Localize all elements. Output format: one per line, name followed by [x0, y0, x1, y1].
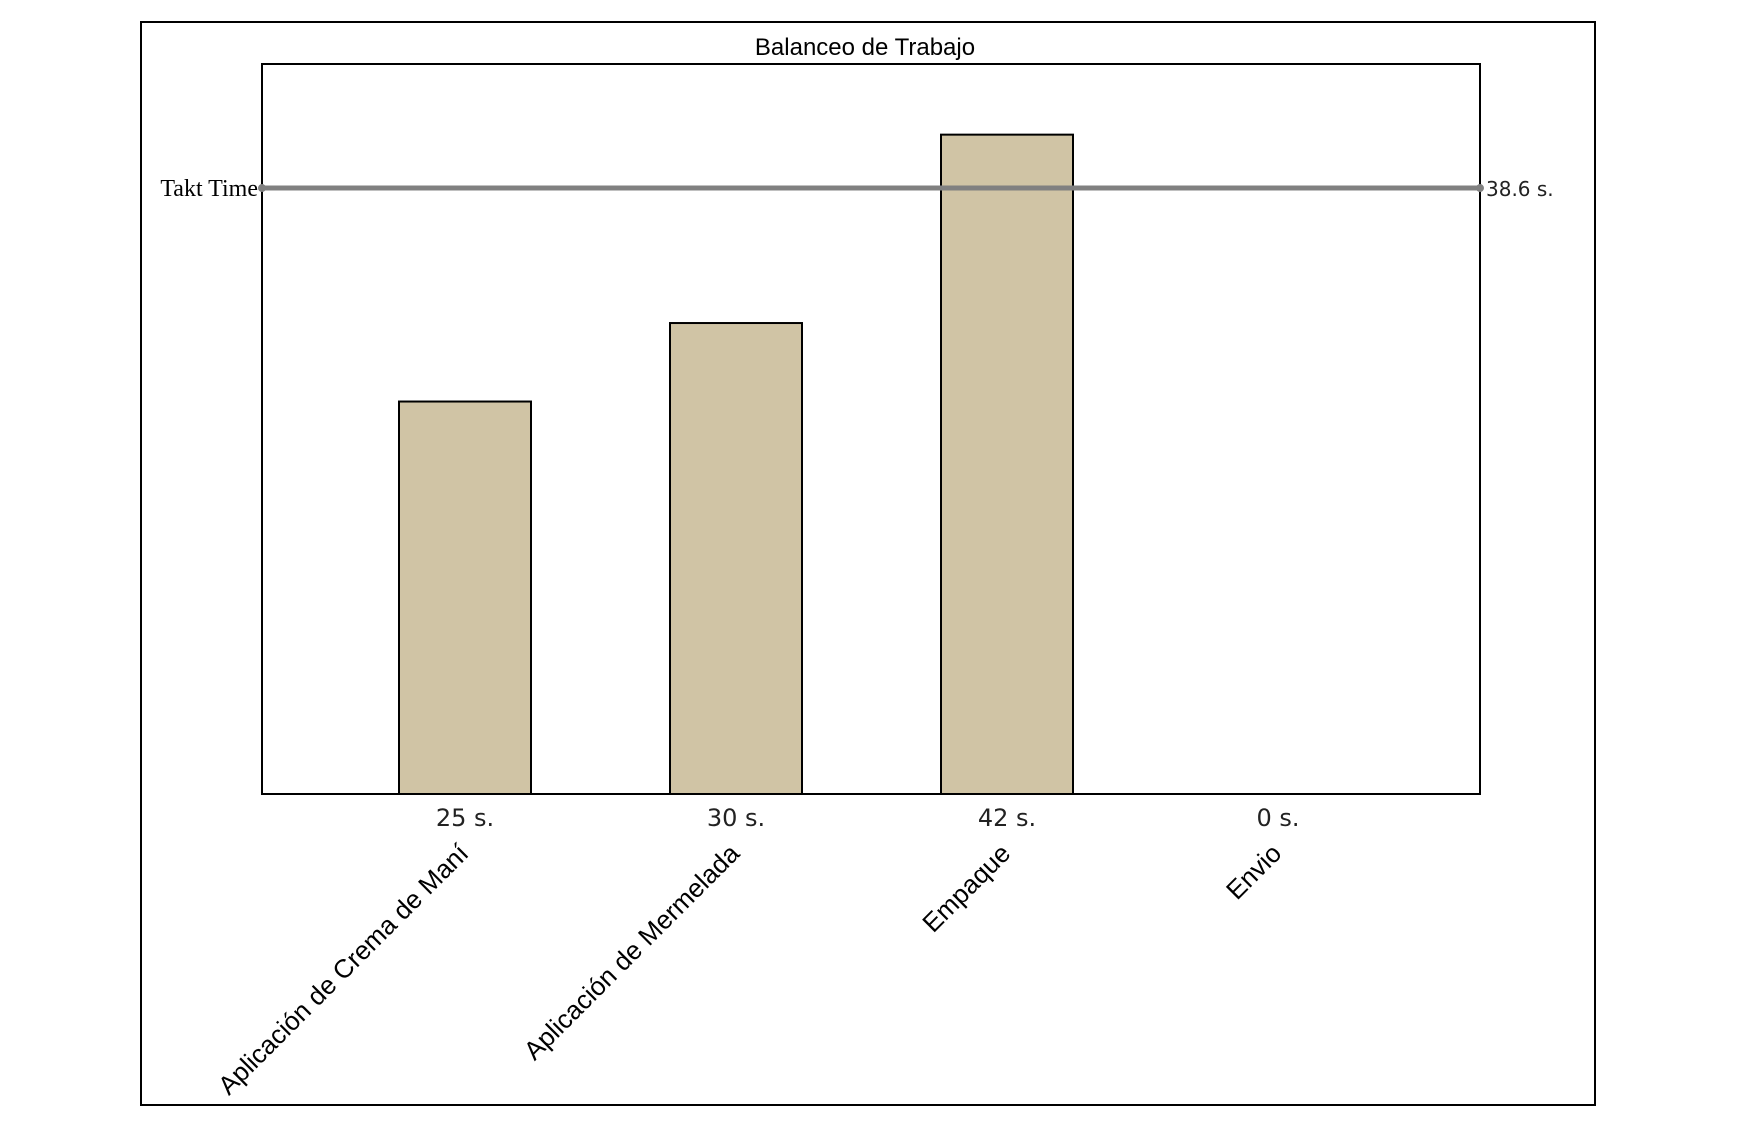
- bars-layer: [398, 133, 1074, 796]
- labels-layer: 25 s. Aplicación de Crema de Maní 30 s. Apl…: [212, 804, 1300, 1100]
- category-label-1: Aplicación de Mermelada: [518, 838, 746, 1066]
- chart-frame: [140, 21, 1596, 1106]
- value-label-1: 30 s.: [707, 804, 765, 832]
- value-label-0: 25 s.: [436, 804, 494, 832]
- bar-0: [398, 400, 532, 795]
- chart-title: Balanceo de Trabajo: [755, 34, 975, 61]
- takt-time-marker-0: [258, 184, 266, 193]
- takt-time-label: Takt Time: [160, 176, 258, 202]
- category-label-2: Empaque: [916, 838, 1016, 938]
- takt-time-value-label: 38.6 s.: [1486, 177, 1554, 201]
- value-label-3: 0 s.: [1256, 804, 1299, 832]
- takt-time-layer: Takt Time 38.6 s.: [160, 176, 1553, 202]
- category-label-0: Aplicación de Crema de Maní: [212, 837, 475, 1100]
- bar-1: [669, 322, 803, 795]
- takt-time-marker-1: [1476, 184, 1484, 193]
- value-label-2: 42 s.: [978, 804, 1036, 832]
- bar-2: [940, 133, 1074, 796]
- category-label-3: Envio: [1220, 838, 1287, 905]
